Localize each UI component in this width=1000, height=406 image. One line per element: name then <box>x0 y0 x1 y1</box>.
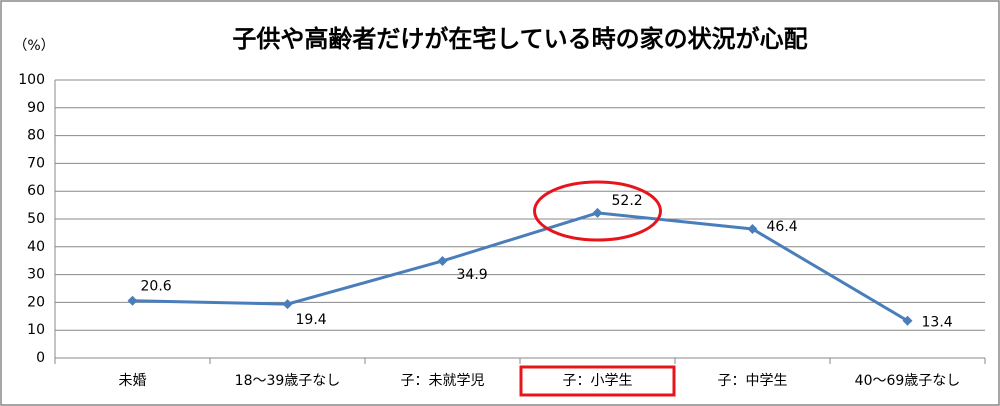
x-tick-label: 40～69歳子なし <box>855 373 961 389</box>
highlight-ellipse <box>533 180 662 242</box>
x-tick-label: 子：小学生 <box>563 373 633 389</box>
x-tick-label: 未婚 <box>119 373 147 389</box>
x-tick-label: 18～39歳子なし <box>235 373 341 389</box>
y-tick-label: 70 <box>27 155 45 171</box>
y-tick-label: 50 <box>27 211 45 227</box>
y-tick-label: 40 <box>27 239 45 255</box>
y-tick-label: 80 <box>27 128 45 144</box>
y-tick-label: 20 <box>27 294 45 310</box>
y-tick-label: 100 <box>18 72 45 88</box>
data-marker <box>592 207 603 218</box>
chart-title: 子供や高齢者だけが在宅している時の家の状況が心配 <box>232 25 807 53</box>
data-label: 13.4 <box>922 315 953 331</box>
data-marker <box>902 315 913 326</box>
y-tick-label: 0 <box>36 350 45 366</box>
y-tick-label: 60 <box>27 183 45 199</box>
highlight-box <box>519 365 676 397</box>
data-marker <box>437 255 448 266</box>
data-label: 52.2 <box>612 193 643 209</box>
data-label: 46.4 <box>767 219 798 235</box>
data-label: 34.9 <box>457 267 488 283</box>
x-tick-label: 子：中学生 <box>718 373 788 389</box>
data-marker <box>282 299 293 310</box>
data-line <box>132 211 909 323</box>
y-tick-label: 30 <box>27 267 45 283</box>
y-tick-label: 90 <box>27 100 45 116</box>
y-tick-label: 10 <box>27 322 45 338</box>
x-tick-label: 子：未就学児 <box>401 373 485 389</box>
y-unit: （%） <box>13 38 54 54</box>
data-label: 19.4 <box>296 312 327 328</box>
data-label: 20.6 <box>141 279 172 295</box>
data-marker <box>127 295 138 306</box>
data-marker <box>747 224 758 235</box>
